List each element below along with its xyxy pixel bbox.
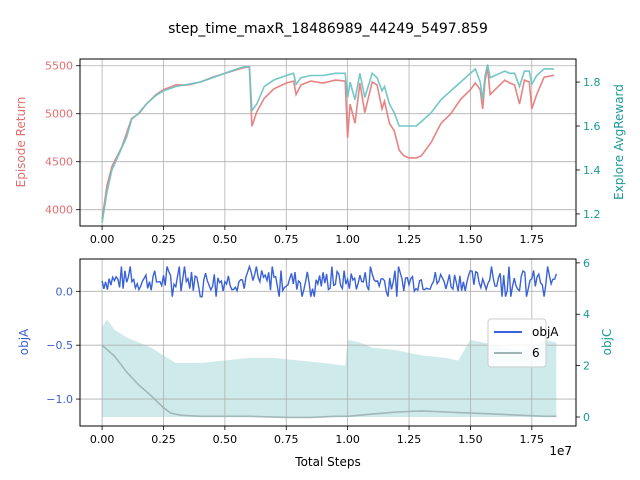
series-objC-band (102, 319, 557, 418)
legend-label-6: 6 (532, 346, 540, 360)
right-tick-label: 4 (583, 308, 590, 321)
series-6-line (101, 344, 557, 419)
figure-title: step_time_maxR_18486989_44249_5497.859 (168, 21, 488, 37)
x-tick-label: 0.50 (213, 233, 238, 246)
right-tick-label: 6 (583, 257, 590, 270)
bottom-left-axis-label: objA (17, 328, 31, 355)
x-tick-label: 1.00 (335, 433, 360, 446)
left-tick-label: −1.0 (46, 393, 73, 406)
bottom-x-axis-ticks: 0.00 0.25 0.50 0.75 1.00 1.25 1.50 1.75 (90, 426, 544, 446)
left-tick-label: 5500 (45, 60, 73, 73)
right-tick-label: 1.4 (583, 164, 601, 177)
series-objA-line (101, 264, 558, 298)
right-tick-label: 0 (583, 411, 590, 424)
bottom-x-axis-label: Total Steps (294, 455, 360, 469)
series-episode-return-line (101, 65, 555, 220)
right-tick-label: 1.2 (583, 208, 601, 221)
right-tick-label: 1.6 (583, 120, 601, 133)
left-tick-label: 4000 (45, 204, 73, 217)
bottom-right-axis-label: objC (600, 329, 614, 356)
left-tick-label: −0.5 (46, 339, 73, 352)
x-tick-label: 0.50 (213, 433, 238, 446)
top-x-axis-ticks: 0.00 0.25 0.50 0.75 1.00 1.25 1.50 1.75 (90, 226, 544, 246)
x-tick-label: 1.25 (397, 233, 422, 246)
top-left-axis-ticks: 4000 4500 5000 5500 (45, 60, 80, 217)
x-tick-label: 0.75 (274, 233, 299, 246)
top-series-layer (101, 64, 555, 223)
top-left-axis-label: Episode Return (14, 97, 28, 188)
x-tick-label: 1.00 (335, 233, 360, 246)
x-tick-label: 0.25 (151, 233, 176, 246)
top-right-axis-label: Explore AvgReward (612, 84, 626, 200)
bottom-plot-frame (79, 258, 577, 427)
series-explore-avgreward-line (101, 64, 554, 223)
x-tick-label: 1.25 (397, 433, 422, 446)
x-tick-label: 1.75 (520, 433, 545, 446)
bottom-chart-panel: 0.00 0.25 0.50 0.75 1.00 1.25 1.50 1.75 0.0 −0.5… (17, 257, 614, 469)
x-tick-label: 0.25 (151, 433, 176, 446)
legend-label-objA: objA (532, 325, 559, 339)
left-tick-label: 0.0 (56, 285, 74, 298)
top-grid (80, 59, 576, 226)
bottom-band-layer (102, 319, 557, 418)
bottom-right-axis-ticks: 0 2 4 6 (576, 257, 590, 424)
x-tick-label: 0.00 (90, 233, 115, 246)
legend: objA 6 (487, 318, 559, 368)
bottom-series-layer (101, 264, 558, 419)
top-chart-panel: 0.00 0.25 0.50 0.75 1.00 1.25 1.50 1.75 4000 450… (14, 58, 626, 246)
top-right-axis-ticks: 1.2 1.4 1.6 1.8 (576, 76, 601, 221)
right-tick-label: 1.8 (583, 76, 601, 89)
x-tick-label: 0.00 (90, 433, 115, 446)
top-plot-frame (79, 58, 577, 227)
bottom-x-exponent-label: 1e7 (549, 444, 572, 458)
left-tick-label: 4500 (45, 156, 73, 169)
x-tick-label: 1.75 (520, 233, 545, 246)
x-tick-label: 0.75 (274, 433, 299, 446)
bottom-left-axis-ticks: 0.0 −0.5 −1.0 (46, 285, 80, 406)
right-tick-label: 2 (583, 360, 590, 373)
x-tick-label: 1.50 (458, 433, 483, 446)
x-tick-label: 1.50 (458, 233, 483, 246)
bottom-grid (80, 259, 576, 426)
left-tick-label: 5000 (45, 108, 73, 121)
